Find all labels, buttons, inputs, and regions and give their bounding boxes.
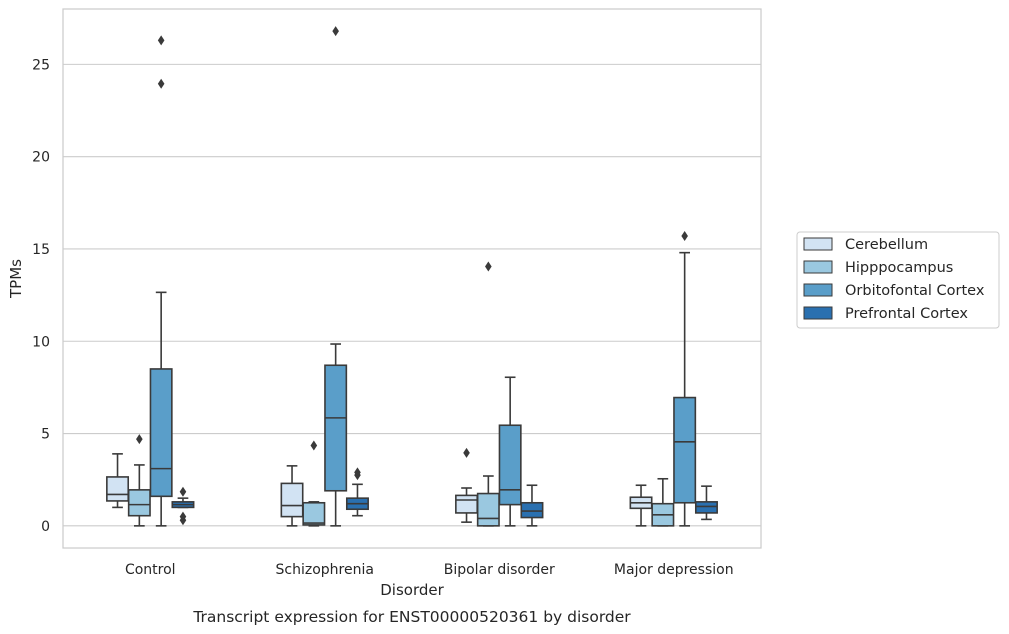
y-tick-labels: 0 5 10 15 20 25 <box>32 57 50 534</box>
chart-caption: Transcript expression for ENST0000052036… <box>192 608 631 626</box>
legend: Cerebellum Hipppocampus Orbitofontal Corte… <box>796 231 1000 329</box>
box-prefrontal-cortex-1 <box>345 467 369 517</box>
box-body <box>149 368 173 498</box>
box-hipppocampus-3 <box>651 477 675 527</box>
y-tick-label: 15 <box>32 242 50 258</box>
y-tick-label: 0 <box>41 519 50 535</box>
legend-swatch <box>803 283 833 297</box>
legend-swatch <box>803 237 833 251</box>
legend-frame <box>796 231 1000 329</box>
box-body <box>498 424 522 506</box>
legend-label: Hipppocampus <box>845 260 953 276</box>
box-hipppocampus-2 <box>476 261 500 527</box>
box-cerebellum-2 <box>455 447 479 523</box>
box-prefrontal-cortex-0 <box>171 486 195 526</box>
outlier-point <box>136 434 143 445</box>
box-orbitofontal-cortex-3 <box>673 231 697 527</box>
box-hipppocampus-1 <box>302 440 326 527</box>
box-prefrontal-cortex-3 <box>694 485 718 521</box>
box-body <box>106 476 130 502</box>
outlier-point <box>179 486 187 497</box>
outlier-point <box>157 78 165 89</box>
x-tick-label: Major depression <box>614 562 734 578</box>
outlier-point <box>179 515 187 526</box>
x-tick-label: Schizophrenia <box>276 562 374 578</box>
x-axis-label: Disorder <box>380 581 444 599</box>
legend-label: Prefrontal Cortex <box>845 306 968 322</box>
box-cerebellum-3 <box>629 484 653 527</box>
y-tick-label: 25 <box>32 57 50 73</box>
outlier-point <box>310 440 318 451</box>
box-hipppocampus-0 <box>127 434 151 527</box>
box-body <box>476 492 500 527</box>
outlier-point <box>332 26 339 37</box>
box-body <box>280 482 304 518</box>
outlier-point <box>485 261 492 272</box>
y-tick-label: 5 <box>41 427 50 443</box>
box-cerebellum-1 <box>280 465 304 527</box>
box-body <box>673 396 697 504</box>
legend-label: Orbitofontal Cortex <box>845 283 985 299</box>
box-body <box>127 489 151 517</box>
outlier-point <box>157 35 165 46</box>
box-orbitofontal-cortex-1 <box>324 26 348 527</box>
box-prefrontal-cortex-2 <box>520 484 544 527</box>
box-orbitofontal-cortex-0 <box>149 35 173 527</box>
outlier-point <box>354 467 361 478</box>
y-tick-label: 10 <box>32 334 50 350</box>
box-body <box>302 501 326 526</box>
y-tick-label: 20 <box>32 150 50 166</box>
plot-marks <box>106 26 718 527</box>
y-axis-label: TPMs <box>7 259 25 299</box>
legend-swatch <box>803 306 833 320</box>
box-orbitofontal-cortex-2 <box>498 376 522 527</box>
outlier-point <box>681 231 688 242</box>
outlier-point <box>463 447 470 458</box>
box-body <box>694 501 718 514</box>
box-cerebellum-0 <box>106 453 130 509</box>
legend-swatch <box>803 260 833 274</box>
x-tick-label: Bipolar disorder <box>444 562 555 578</box>
legend-label: Cerebellum <box>845 237 928 253</box>
box-body <box>455 494 479 514</box>
box-body <box>520 501 544 519</box>
box-body <box>324 364 348 492</box>
plot-frame <box>62 8 762 549</box>
x-tick-labels: Control Schizophrenia Bipolar disorder Majo… <box>125 562 734 578</box>
x-tick-label: Control <box>125 562 176 578</box>
